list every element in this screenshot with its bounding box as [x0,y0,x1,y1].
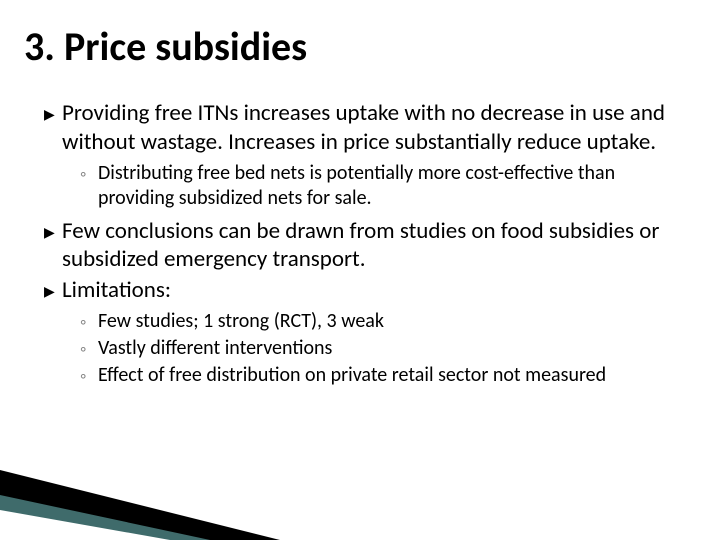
circle-bullet-icon: ◦ [80,363,98,388]
slide-title: 3. Price subsidies [0,0,720,71]
triangle-bullet-icon: ▶ [44,99,62,157]
sub-text: Effect of free distribution on private r… [98,363,606,388]
sub-item: ◦ Effect of free distribution on private… [80,363,690,388]
triangle-bullet-icon: ▶ [44,217,62,275]
sub-item: ◦ Distributing free bed nets is potentia… [80,161,690,211]
sub-text: Distributing free bed nets is potentiall… [98,161,690,211]
bullet-text: Few conclusions can be drawn from studie… [62,217,690,275]
circle-bullet-icon: ◦ [80,336,98,361]
circle-bullet-icon: ◦ [80,309,98,334]
bullet-text: Providing free ITNs increases uptake wit… [62,99,690,157]
bullet-text: Limitations: [62,276,171,305]
bullet-item: ▶ Few conclusions can be drawn from stud… [44,217,690,275]
sub-list: ◦ Distributing free bed nets is potentia… [44,161,690,211]
slide-content: ▶ Providing free ITNs increases uptake w… [0,71,720,388]
bullet-item: ▶ Limitations: [44,276,690,305]
sub-text: Vastly different interventions [98,336,332,361]
sub-item: ◦ Vastly different interventions [80,336,690,361]
bullet-item: ▶ Providing free ITNs increases uptake w… [44,99,690,157]
triangle-bullet-icon: ▶ [44,276,62,305]
corner-decoration-icon [0,470,280,540]
sub-item: ◦ Few studies; 1 strong (RCT), 3 weak [80,309,690,334]
circle-bullet-icon: ◦ [80,161,98,211]
sub-text: Few studies; 1 strong (RCT), 3 weak [98,309,384,334]
sub-list: ◦ Few studies; 1 strong (RCT), 3 weak ◦ … [44,309,690,388]
